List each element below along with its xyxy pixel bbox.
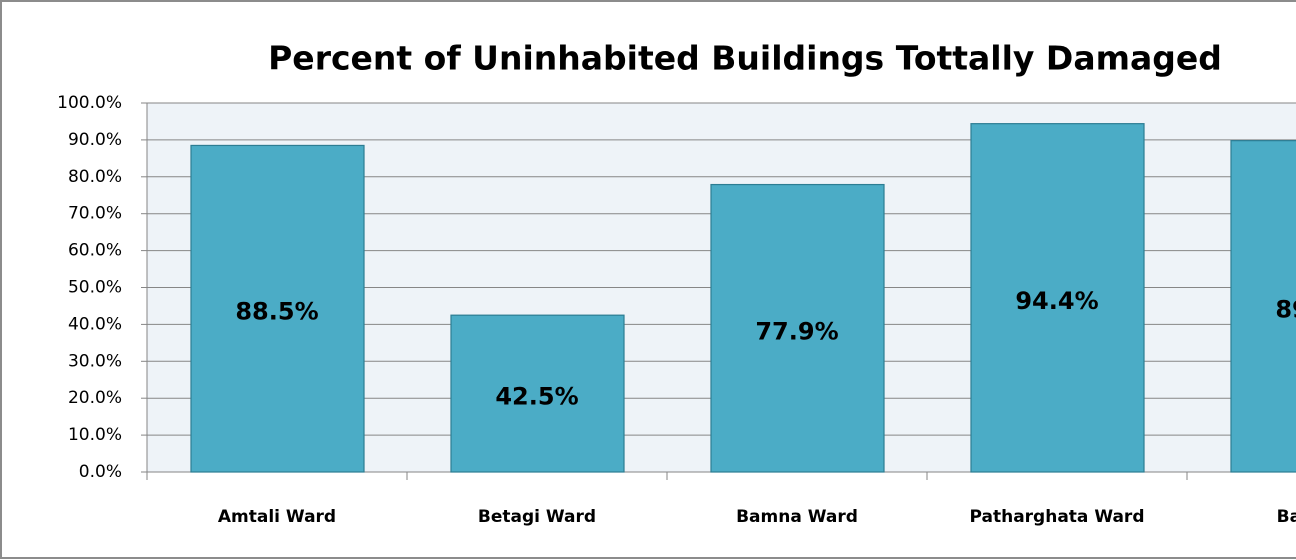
x-tick-label: Patharghata Ward xyxy=(970,507,1145,527)
y-tick-label: 50.0% xyxy=(68,278,122,298)
x-tick-label: Amtali Ward xyxy=(218,507,336,527)
y-tick-label: 100.0% xyxy=(57,93,122,113)
data-label: 77.9% xyxy=(755,317,838,345)
bar xyxy=(970,123,1145,473)
y-tick-label: 60.0% xyxy=(68,241,122,261)
x-tick-label: Barguna xyxy=(1277,507,1296,527)
bar xyxy=(710,183,885,473)
y-tick-label: 80.0% xyxy=(68,167,122,187)
y-tick-label: 10.0% xyxy=(68,425,122,445)
bar xyxy=(1230,140,1296,473)
x-tick-label: Betagi Ward xyxy=(478,507,596,527)
x-tick-label: Bamna Ward xyxy=(736,507,858,527)
chart-title: Percent of Uninhabited Buildings Tottall… xyxy=(268,39,1222,78)
bar xyxy=(450,314,625,473)
y-tick-label: 30.0% xyxy=(68,351,122,371)
y-tick-label: 70.0% xyxy=(68,204,122,224)
data-label: 94.4% xyxy=(1015,287,1098,315)
y-tick-label: 0.0% xyxy=(79,462,122,482)
data-label: 88.5% xyxy=(235,298,318,326)
data-label: 89.8% xyxy=(1275,295,1296,323)
bar xyxy=(190,144,365,473)
y-tick-label: 90.0% xyxy=(68,130,122,150)
data-label: 42.5% xyxy=(495,383,578,411)
y-tick-label: 20.0% xyxy=(68,388,122,408)
y-tick-label: 40.0% xyxy=(68,314,122,334)
